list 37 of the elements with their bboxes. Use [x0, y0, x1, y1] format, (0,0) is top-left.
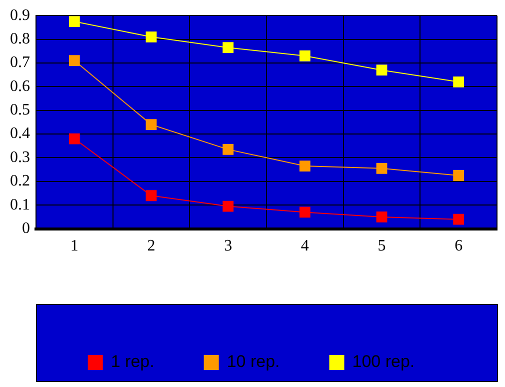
point — [222, 200, 234, 212]
point — [146, 31, 157, 42]
point — [376, 64, 388, 76]
point — [453, 214, 464, 225]
x-tick-label: 3 — [224, 238, 232, 255]
y-tick-label: 0 — [22, 220, 30, 238]
y-tick-label: 0.9 — [10, 6, 30, 24]
point — [299, 50, 310, 62]
point — [68, 55, 80, 66]
point — [222, 144, 234, 155]
legend-label: 10 rep. — [226, 352, 280, 372]
x-tick-label: 6 — [454, 238, 463, 255]
point — [453, 170, 464, 181]
y-tick-label: 0.5 — [10, 102, 30, 119]
point — [376, 162, 388, 174]
x-tick-label: 4 — [300, 238, 309, 255]
point — [299, 160, 310, 172]
y-tick-label: 0.7 — [10, 54, 30, 72]
x-tick-label: 5 — [378, 238, 386, 255]
point — [68, 16, 80, 27]
y-tick-label: 0.8 — [10, 30, 30, 48]
y-tick-label: 0.6 — [10, 78, 30, 95]
x-tick-label: 1 — [70, 238, 78, 255]
point — [453, 76, 464, 88]
point — [222, 42, 234, 54]
y-tick-label: 0.2 — [10, 172, 30, 190]
point — [68, 133, 80, 144]
legend-label: 1 rep. — [110, 352, 154, 372]
point — [146, 190, 157, 202]
legend-label: 100 rep. — [352, 352, 415, 372]
point — [376, 212, 388, 222]
point — [146, 119, 157, 130]
y-tick-label: 0.1 — [10, 196, 30, 214]
x-tick-label: 2 — [147, 238, 156, 255]
y-tick-label: 0.3 — [10, 148, 30, 166]
y-tick-label: 0.4 — [10, 125, 30, 142]
point — [299, 206, 310, 218]
